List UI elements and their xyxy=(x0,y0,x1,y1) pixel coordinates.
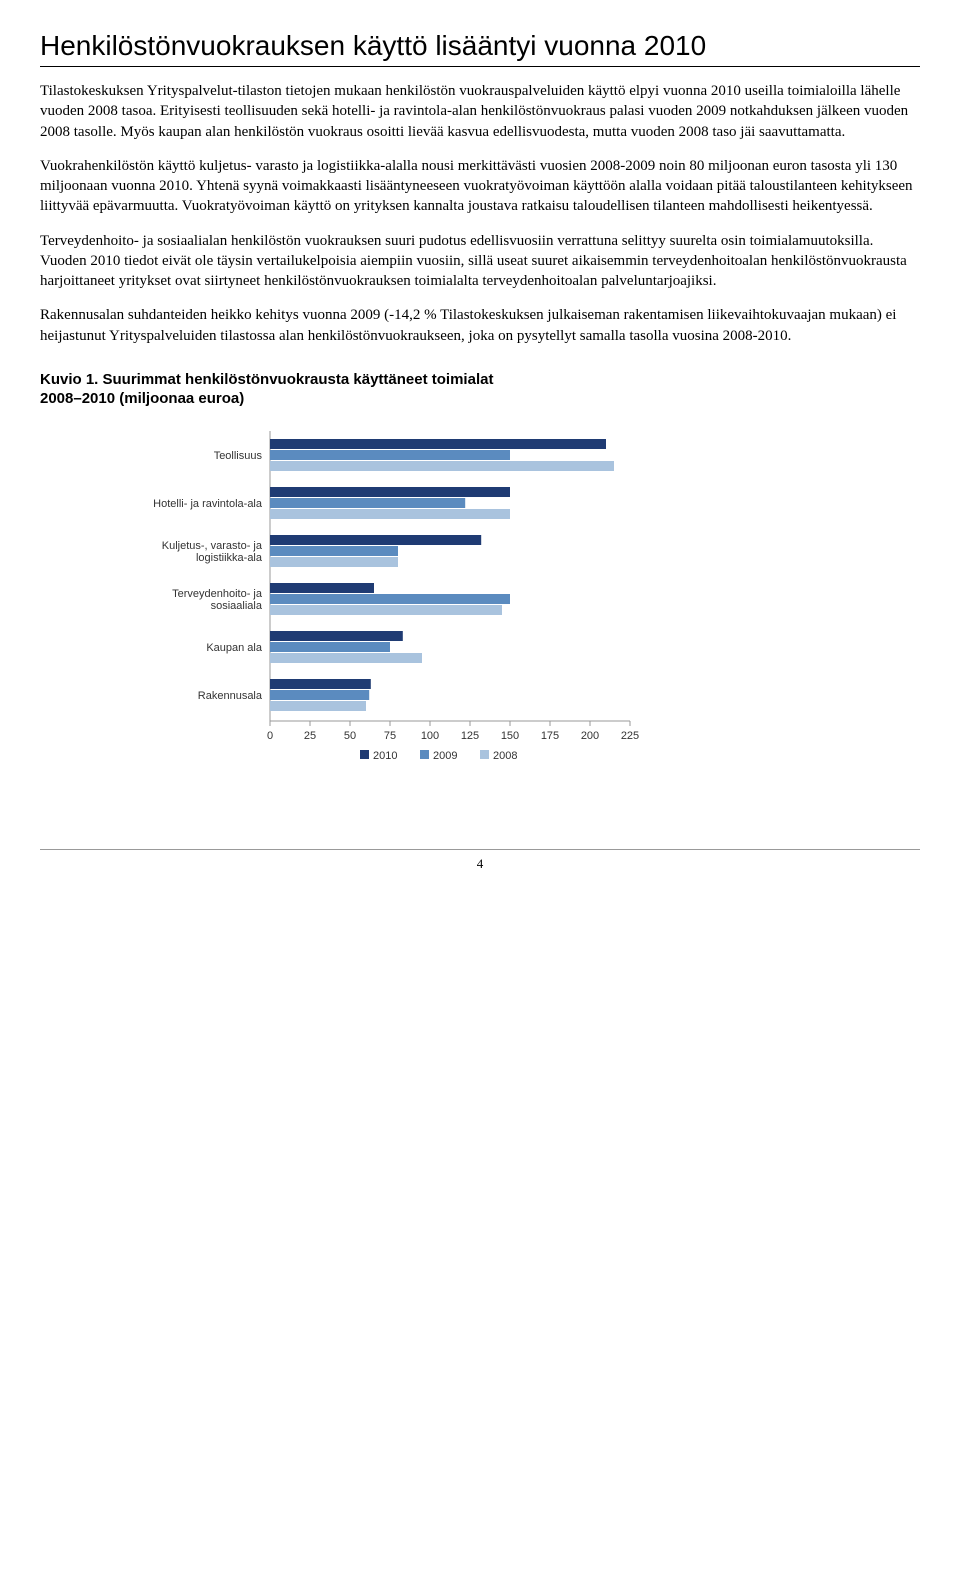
body-paragraph: Vuokrahenkilöstön käyttö kuljetus- varas… xyxy=(40,156,920,217)
page-number: 4 xyxy=(40,849,920,872)
svg-text:100: 100 xyxy=(421,730,439,742)
svg-text:150: 150 xyxy=(501,730,519,742)
svg-text:2009: 2009 xyxy=(433,750,457,762)
svg-text:200: 200 xyxy=(581,730,599,742)
body-paragraph: Tilastokeskuksen Yrityspalvelut-tilaston… xyxy=(40,81,920,142)
svg-text:2008: 2008 xyxy=(493,750,517,762)
svg-text:175: 175 xyxy=(541,730,559,742)
svg-text:Terveydenhoito- ja: Terveydenhoito- ja xyxy=(172,588,263,600)
bar-chart: 0 25 50 75 100 125 150 175 200 225 Teollisuus Hotel… xyxy=(130,419,650,789)
svg-text:Teollisuus: Teollisuus xyxy=(214,450,263,462)
svg-text:Kuljetus-, varasto- ja: Kuljetus-, varasto- ja xyxy=(162,540,263,552)
body-text: Tilastokeskuksen Yrityspalvelut-tilaston… xyxy=(40,81,920,346)
svg-text:Hotelli- ja ravintola-ala: Hotelli- ja ravintola-ala xyxy=(153,498,263,510)
svg-text:2010: 2010 xyxy=(373,750,397,762)
svg-text:50: 50 xyxy=(344,730,356,742)
svg-text:25: 25 xyxy=(304,730,316,742)
page-title: Henkilöstönvuokrauksen käyttö lisääntyi … xyxy=(40,30,920,67)
svg-text:Rakennusala: Rakennusala xyxy=(198,690,263,702)
svg-text:sosiaaliala: sosiaaliala xyxy=(211,600,263,612)
svg-text:0: 0 xyxy=(267,730,273,742)
body-paragraph: Terveydenhoito- ja sosiaalialan henkilös… xyxy=(40,231,920,292)
chart-title: Kuvio 1. Suurimmat henkilöstönvuokrausta… xyxy=(40,370,920,409)
svg-text:75: 75 xyxy=(384,730,396,742)
svg-text:logistiikka-ala: logistiikka-ala xyxy=(196,552,263,564)
svg-text:225: 225 xyxy=(621,730,639,742)
chart-container: 0 25 50 75 100 125 150 175 200 225 Teollisuus Hotel… xyxy=(130,419,650,789)
svg-text:125: 125 xyxy=(461,730,479,742)
svg-text:Kaupan ala: Kaupan ala xyxy=(206,642,263,654)
body-paragraph: Rakennusalan suhdanteiden heikko kehitys… xyxy=(40,305,920,346)
